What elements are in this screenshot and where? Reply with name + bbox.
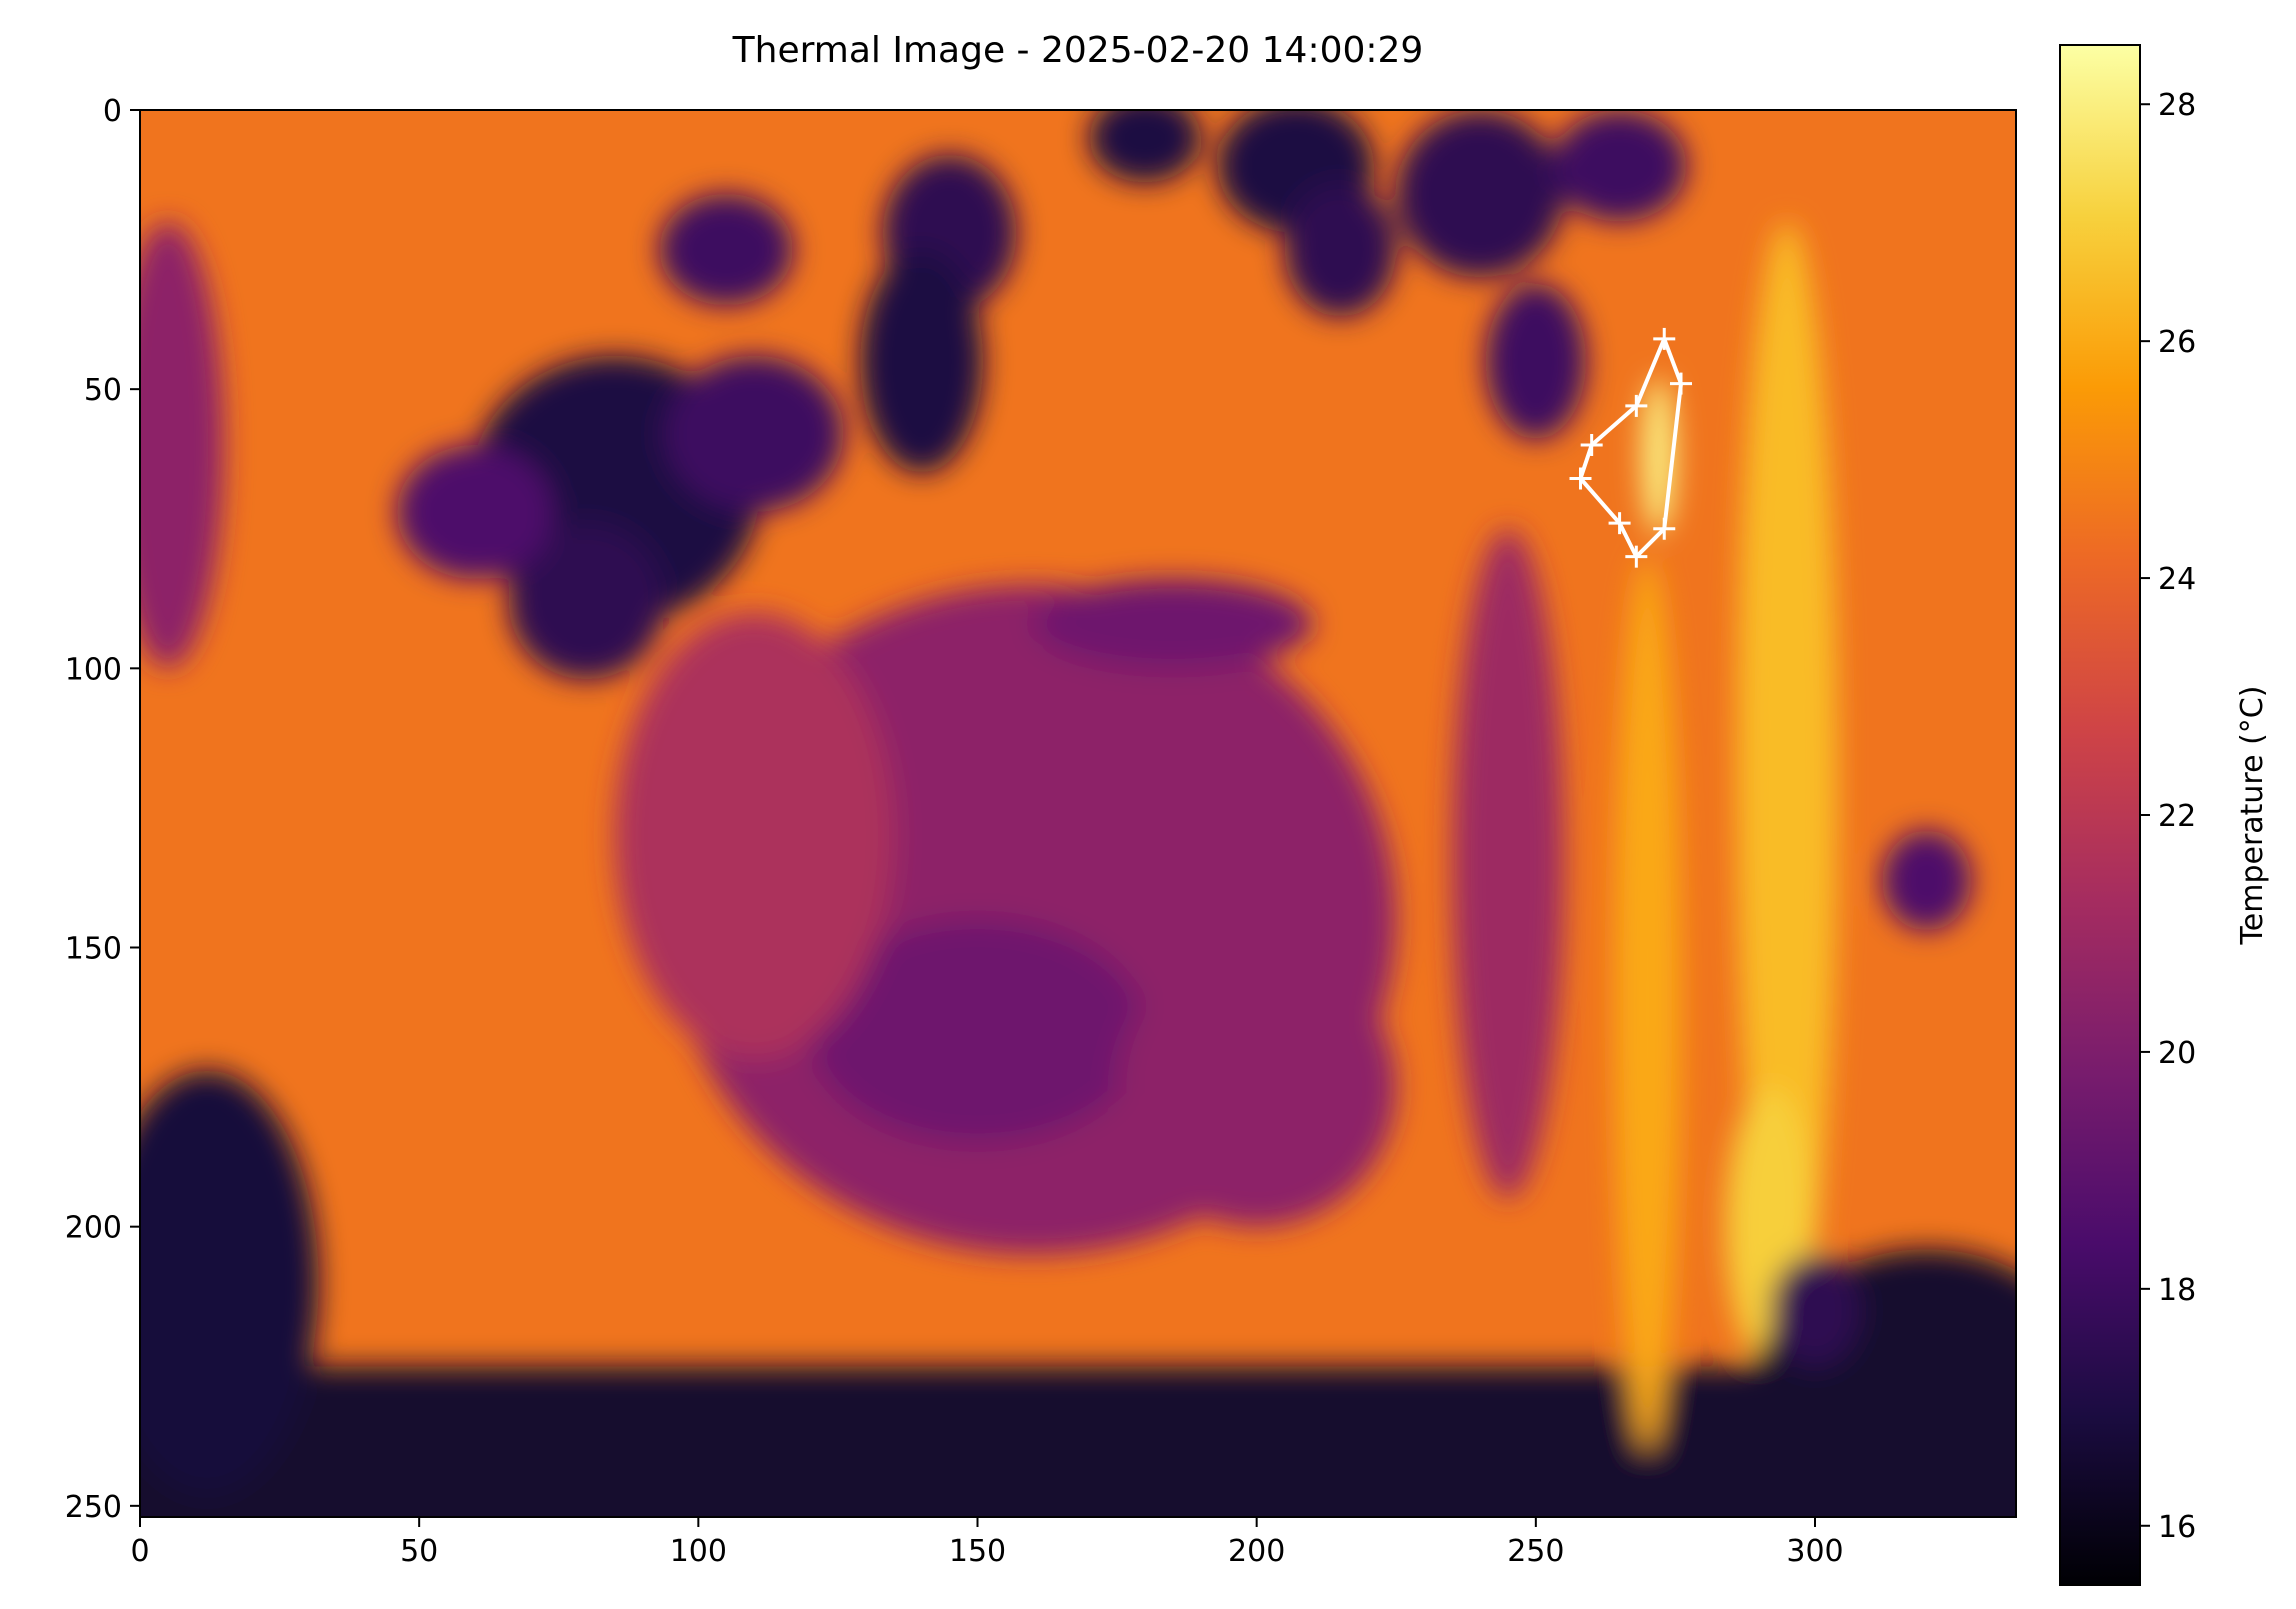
- heatmap-region-20: [1614, 556, 1681, 1450]
- heatmap-region-27: [1770, 1254, 1860, 1367]
- thermal-heatmap: [140, 110, 2016, 1517]
- plot-frame: [139, 109, 2017, 1518]
- roi-vertex-1[interactable]: [1670, 372, 1692, 395]
- heatmap-region-15: [810, 919, 1145, 1143]
- roi-vertex-5[interactable]: [1569, 467, 1592, 490]
- y-tick-label: 150: [65, 932, 122, 967]
- heatmap-region-5: [1552, 110, 1687, 222]
- heatmap-region-8: [1485, 283, 1587, 440]
- roi-vertex-6[interactable]: [1580, 434, 1603, 456]
- heatmap-region-19: [1452, 528, 1564, 1199]
- heatmap-region-25: [140, 1070, 319, 1495]
- heatmap-region-7: [860, 249, 984, 473]
- heatmap-region-11: [508, 523, 665, 680]
- y-tick-label: 0: [103, 94, 122, 129]
- heatmap-region-4: [1396, 110, 1564, 278]
- heatmap-region-3: [1284, 182, 1397, 317]
- y-tick-label: 250: [65, 1490, 122, 1525]
- roi-vertex-2[interactable]: [1653, 517, 1676, 540]
- heatmap-region-0: [140, 221, 224, 669]
- heatmap-region-13: [664, 355, 844, 512]
- heatmap-region-1: [1089, 110, 1201, 183]
- heatmap-region-21: [1736, 221, 1838, 1339]
- y-tick-label: 200: [65, 1211, 122, 1246]
- heatmap-region-17: [614, 612, 894, 1060]
- x-tick-label: 300: [1786, 1534, 1843, 1569]
- roi-vertex-3[interactable]: [1625, 545, 1648, 568]
- colorbar-tick-label: 22: [2158, 799, 2196, 834]
- x-tick-label: 0: [130, 1534, 149, 1569]
- roi-vertex-7[interactable]: [1625, 394, 1648, 417]
- colorbar-tick-label: 26: [2158, 325, 2196, 360]
- y-axis: 0 50 100 150 200 250: [65, 94, 140, 1525]
- colorbar-ticks: 16 18 20 22 24 26 28: [2140, 88, 2196, 1545]
- roi-vertex-0[interactable]: [1653, 327, 1676, 350]
- colorbar-tick-label: 28: [2158, 88, 2196, 123]
- chart-title: Thermal Image - 2025-02-20 14:00:29: [732, 30, 1424, 71]
- y-tick-label: 50: [84, 373, 122, 408]
- x-axis: 0 50 100 150 200 250 300: [130, 1517, 1844, 1569]
- heatmap-region-12: [396, 445, 554, 579]
- x-tick-label: 250: [1507, 1534, 1564, 1569]
- roi-polygon[interactable]: [1569, 327, 1693, 568]
- heatmap-region-9: [659, 193, 794, 306]
- roi-vertex-4[interactable]: [1608, 512, 1631, 535]
- colorbar-tick-label: 18: [2158, 1273, 2196, 1308]
- y-tick-label: 100: [65, 652, 122, 687]
- heatmap-region-18: [1033, 579, 1313, 669]
- x-tick-label: 150: [949, 1534, 1006, 1569]
- x-tick-label: 100: [670, 1534, 727, 1569]
- colorbar-tick-label: 24: [2158, 562, 2196, 597]
- heatmap-regions: [140, 110, 2016, 1517]
- x-tick-label: 200: [1228, 1534, 1285, 1569]
- colorbar: [2059, 44, 2141, 1586]
- colorbar-tick-label: 20: [2158, 1036, 2196, 1071]
- heatmap-region-16: [1117, 947, 1397, 1227]
- cool-band-bottom: [140, 1366, 2016, 1517]
- colorbar-tick-label: 16: [2158, 1510, 2196, 1545]
- heatmap-region-23: [1641, 378, 1676, 535]
- x-tick-label: 50: [400, 1534, 438, 1569]
- colorbar-label: Temperature (°C): [2235, 686, 2270, 946]
- heatmap-region-24: [1882, 830, 1972, 931]
